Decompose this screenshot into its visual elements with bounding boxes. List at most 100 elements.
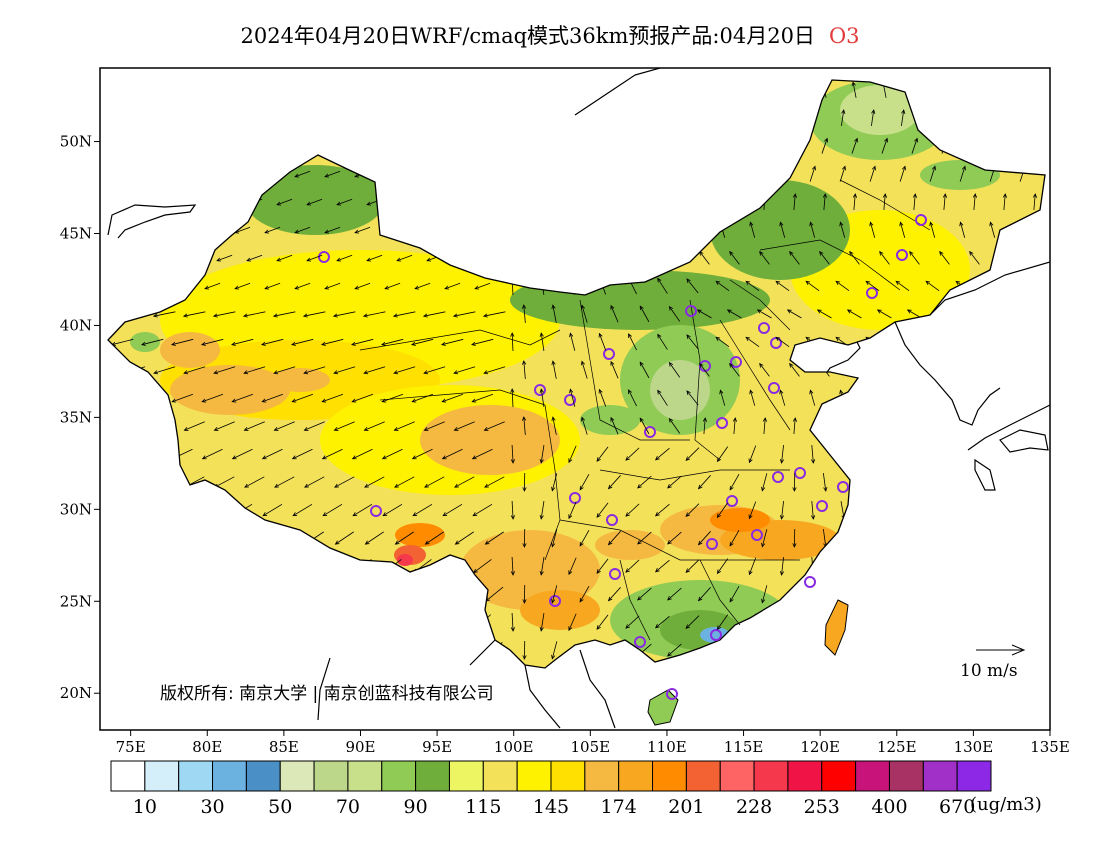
wind-arrow-head [182,313,188,318]
wind-arrow-head [444,285,450,290]
wind-arrow [960,222,966,238]
wind-arrow [381,338,404,346]
wind-arrow [685,559,700,573]
wind-arrow [483,366,506,374]
station-marker [666,688,678,700]
wind-arrow [759,251,770,265]
wind-arrow-head [274,483,279,488]
wind-arrow-head [201,455,207,460]
wind-arrow [365,531,384,545]
wind-arrow-head [363,370,369,375]
wind-arrow-head [579,541,584,547]
colorbar-tick-label: 90 [404,796,428,818]
wind-arrow-head [303,370,309,375]
wind-arrow [213,311,236,317]
wind-arrow-head [381,341,386,346]
wind-arrow [442,503,463,517]
station-marker [634,636,646,648]
wind-arrow [715,336,730,348]
wind-arrow-head [183,426,189,431]
colorbar-cell [347,760,383,792]
wind-arrow [171,338,194,346]
lon-label-100E: 100E [494,738,534,756]
wind-arrow-head [291,455,297,460]
wind-arrow [780,222,786,238]
wind-arrow [610,305,619,323]
coastline-sakhalin [574,68,661,116]
wind-arrow [901,110,905,126]
wind-arrow-head [972,193,978,198]
wind-arrow [657,334,668,350]
colorbar-cell [719,760,755,792]
wind-arrow [775,280,790,292]
wind-arrow [352,393,374,403]
wind-arrow [596,502,609,518]
wind-arrow [414,282,431,290]
wind-arrow [625,447,640,461]
wind-arrow [581,417,588,435]
station-marker [751,529,763,541]
wind-arrow [596,446,609,462]
wind-arrow-head [472,512,478,517]
colorbar-cell [110,760,146,792]
wind-arrow-head [729,362,734,368]
wind-arrow [511,444,514,464]
wind-arrow [153,366,176,374]
wind-arrow [667,475,682,489]
wind-arrow-head [792,543,797,548]
wind-arrow-head [625,624,630,629]
wind-arrow-head [334,483,339,488]
wind-arrow-head [551,542,556,548]
wind-arrow-head [786,309,792,314]
wind-arrow [424,421,445,431]
taiwan [824,599,849,656]
wind-arrow-head [685,568,691,573]
wind-arrow [608,531,621,545]
wind-arrow-head [454,483,459,488]
wind-arrow-head [792,487,797,492]
wind-arrow-head [931,165,936,171]
wind-arrow-head [854,137,859,143]
wind-arrow [810,222,816,238]
wind-arrow-head [654,623,660,629]
wind-arrow [384,282,401,290]
wind-arrow-head [324,229,330,234]
colorbar-cell [448,760,484,792]
wind-arrow-head [852,193,858,198]
wind-arrow-head [745,280,751,285]
wind-arrow-head [474,285,480,290]
wind-arrow-head [321,398,327,403]
wind-arrow [599,333,607,351]
wind-arrow-head [569,332,574,338]
wind-arrow-head [989,221,994,227]
wind-arrow [899,166,906,182]
wind-arrow-head [789,362,794,368]
wind-arrow [729,251,740,265]
wind-arrow-head [381,455,387,460]
wind-arrow-head [748,570,753,576]
wind-arrow-head [333,426,339,431]
wind-arrow [729,529,740,547]
wind-arrow [579,529,590,547]
wind-arrow [454,421,475,431]
wind-arrow-head [779,515,785,520]
wind-arrow-head [539,570,544,576]
wind-arrow-head [811,165,816,171]
wind-arrow [172,393,194,403]
china-boundary [107,79,1046,669]
wind-arrow [213,366,236,374]
wind-arrow [883,193,886,211]
wind-arrow-head [654,455,660,461]
wind-arrow-head [579,485,584,491]
station-marker [768,382,780,394]
wind-arrow-head [231,341,236,346]
colorbar-cell [381,760,417,792]
wind-arrow [511,612,514,632]
station-marker [794,467,806,479]
wind-arrow-head [522,487,527,492]
wind-arrow [395,531,414,545]
wind-arrow [261,338,284,346]
map-title: 2024年04月20日WRF/cmaq模式36km预报产品:04月20日 O3 [0,20,1100,50]
wind-arrow [246,254,263,262]
colorbar-tick-label: 70 [336,796,360,818]
